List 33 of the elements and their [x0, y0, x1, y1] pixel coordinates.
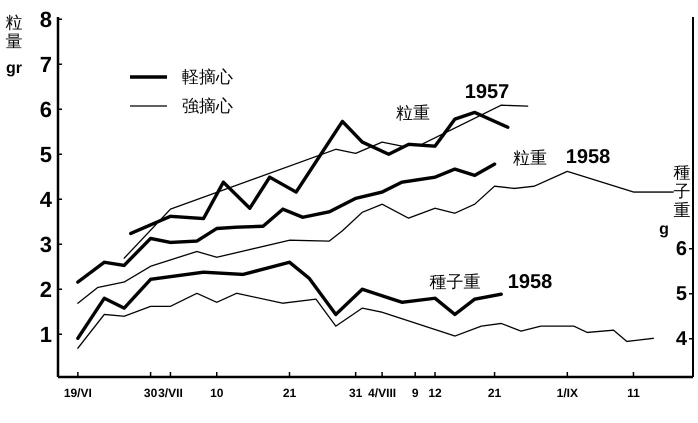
x-tick-label: 19/VI — [64, 386, 92, 400]
axis-title: 粒量 gr — [6, 13, 22, 77]
legend-label: 強摘心 — [182, 96, 233, 116]
x-tick-label: 4/VIII — [368, 386, 396, 400]
y-tick-label: 5 — [40, 142, 52, 167]
x-tick-label: 11 — [627, 386, 640, 400]
y-tick-label: 7 — [40, 52, 52, 77]
y2-tick-label: 6 — [676, 238, 687, 260]
annotation: 1958 — [566, 146, 610, 168]
annotation: 1957 — [464, 81, 510, 103]
y2-tick-label: 5 — [676, 282, 687, 305]
y-tick-label: 8 — [40, 6, 52, 32]
y-tick-label: 3 — [40, 232, 52, 257]
annotation: 粒重 — [513, 148, 547, 168]
axis-title: 種子重 g — [659, 163, 690, 238]
x-tick-label: 10 — [210, 386, 224, 400]
x-tick-label: 31 — [348, 386, 363, 400]
x-tick-label: 3/VII — [158, 386, 183, 400]
annotation: 種子重 — [430, 272, 480, 292]
annotation: 1958 — [508, 271, 552, 293]
y-tick-label: 4 — [40, 186, 53, 212]
x-tick-label: 12 — [428, 386, 442, 400]
x-tick-label: 21 — [488, 386, 502, 400]
y-tick-label: 6 — [40, 96, 52, 122]
y-tick-label: 2 — [40, 276, 52, 302]
x-tick-label: 21 — [282, 386, 297, 400]
x-tick-label: 30 — [144, 386, 158, 400]
y-tick-label: 1 — [40, 322, 52, 347]
legend-label: 軽摘心 — [182, 68, 233, 86]
x-tick-label: 9 — [412, 386, 419, 400]
annotation: 粒重 — [396, 104, 430, 122]
y2-tick-label: 4 — [676, 328, 688, 350]
x-tick-label: 1/IX — [556, 386, 578, 400]
